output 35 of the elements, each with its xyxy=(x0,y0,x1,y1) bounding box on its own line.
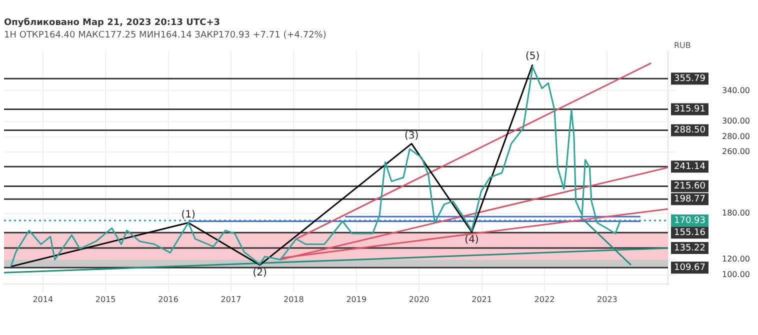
ref-line-label: 109.67 xyxy=(674,262,706,273)
y-tick-label: 100.00 xyxy=(722,270,750,280)
annotation: (3) xyxy=(404,130,419,142)
annotation: (4) xyxy=(464,234,479,246)
ref-line-label: 215.60 xyxy=(674,182,706,192)
x-tick-label: 2023 xyxy=(597,295,618,304)
chart-subtitle: 1Н ОТКР164.40 МАКС177.25 МИН164.14 ЗАКР170.93 +7.71 (+4.72%) xyxy=(4,30,326,41)
y-tick-label: 180.00 xyxy=(722,208,750,218)
ref-line-label: 355.79 xyxy=(674,74,706,84)
ref-line-label: 241.14 xyxy=(674,162,706,172)
y-axis-title: RUB xyxy=(674,40,691,50)
annotation: (1) xyxy=(181,209,196,220)
annotation: (5) xyxy=(525,51,540,62)
annotation: (2) xyxy=(252,268,267,279)
x-tick-label: 2021 xyxy=(472,295,492,304)
ref-line-label: 315.91 xyxy=(674,104,706,115)
x-tick-label: 2022 xyxy=(534,295,555,304)
y-tick-label: 120.00 xyxy=(722,254,750,264)
ref-line-label: 170.93 xyxy=(674,216,706,226)
y-tick-label: 260.00 xyxy=(722,147,750,156)
ref-line-label: 198.77 xyxy=(674,194,706,204)
y-tick-label: 300.00 xyxy=(722,116,750,126)
ref-line-label: 155.16 xyxy=(674,228,706,238)
ref-line-label: 288.50 xyxy=(674,126,706,136)
x-tick-label: 2015 xyxy=(95,295,116,304)
x-tick-label: 2014 xyxy=(32,295,54,304)
chart-title: Опубликовано Мар 21, 2023 20:13 UTC+3 xyxy=(4,16,220,28)
x-tick-label: 2019 xyxy=(346,295,367,304)
ref-line-label: 135.22 xyxy=(674,243,706,254)
x-tick-label: 2020 xyxy=(408,295,430,304)
x-tick-label: 2018 xyxy=(283,295,304,304)
y-tick-label: 280.00 xyxy=(722,132,750,141)
y-tick-label: 340.00 xyxy=(722,86,750,95)
x-tick-label: 2017 xyxy=(220,295,242,304)
x-tick-label: 2016 xyxy=(158,295,178,304)
